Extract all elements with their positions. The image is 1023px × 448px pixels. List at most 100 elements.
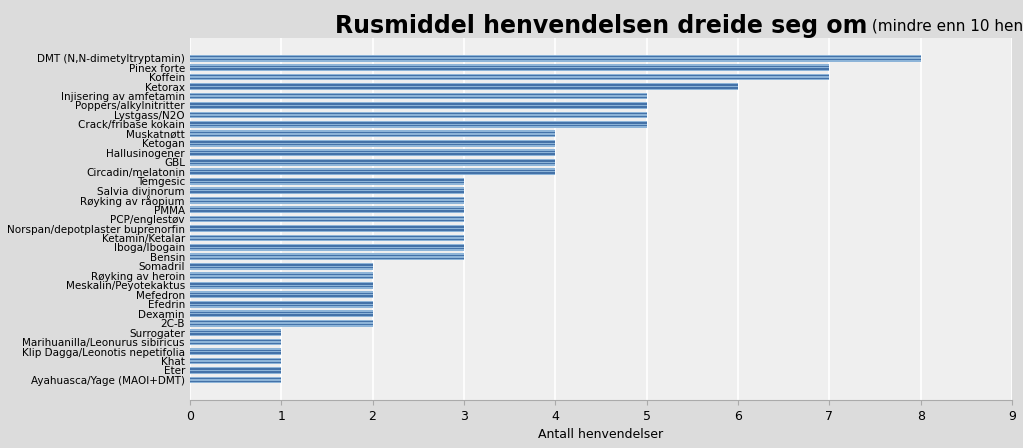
Bar <box>190 339 281 340</box>
Bar <box>190 210 463 211</box>
Bar <box>190 172 555 174</box>
Bar <box>190 95 647 97</box>
Bar <box>190 145 555 147</box>
Bar <box>190 97 647 98</box>
Bar <box>190 226 463 228</box>
Bar <box>190 344 281 345</box>
Bar <box>190 211 463 213</box>
Bar <box>190 316 372 317</box>
Bar <box>190 333 281 335</box>
Bar <box>190 162 555 163</box>
Bar <box>190 358 281 359</box>
Bar <box>190 190 463 191</box>
Bar <box>190 154 555 155</box>
Bar <box>190 199 463 201</box>
Bar <box>190 102 647 103</box>
Bar <box>190 310 372 312</box>
Bar <box>190 248 463 250</box>
Bar <box>190 73 830 75</box>
Bar <box>190 105 647 106</box>
Bar <box>190 256 463 258</box>
Bar <box>190 78 830 79</box>
Bar <box>190 181 463 182</box>
Bar <box>190 351 281 352</box>
Bar <box>190 103 647 105</box>
Bar <box>190 182 463 183</box>
Bar <box>190 221 463 223</box>
Bar <box>190 329 281 331</box>
Bar <box>190 170 555 171</box>
Bar <box>190 379 281 381</box>
Bar <box>190 168 555 170</box>
Bar <box>190 324 372 325</box>
Bar <box>190 258 463 259</box>
Bar <box>190 239 463 240</box>
Bar <box>190 335 281 336</box>
Bar <box>190 144 555 145</box>
Bar <box>190 93 647 94</box>
Bar <box>190 304 372 305</box>
Bar <box>190 191 463 193</box>
Bar <box>190 124 647 125</box>
Bar <box>190 197 463 198</box>
Bar <box>190 60 921 61</box>
Bar <box>190 89 738 90</box>
Bar <box>190 125 647 126</box>
Bar <box>190 155 555 156</box>
Bar <box>190 282 372 283</box>
Bar <box>190 370 281 371</box>
Bar <box>190 183 463 185</box>
Bar <box>190 352 281 353</box>
Bar <box>190 286 372 287</box>
Bar <box>190 266 372 267</box>
Bar <box>190 237 463 239</box>
Bar <box>190 141 555 142</box>
Bar <box>190 368 281 370</box>
Bar <box>190 106 647 108</box>
Bar <box>190 108 647 109</box>
Bar <box>190 59 921 60</box>
Bar <box>190 189 463 190</box>
Bar <box>190 272 372 274</box>
Bar <box>190 179 463 181</box>
Bar <box>190 55 921 56</box>
Bar <box>190 325 372 327</box>
Bar <box>190 314 372 316</box>
Bar <box>190 94 647 95</box>
Bar <box>190 133 555 134</box>
Bar <box>190 174 555 175</box>
Bar <box>190 65 830 67</box>
Bar <box>190 75 830 77</box>
Bar <box>190 359 281 360</box>
Bar <box>190 187 463 189</box>
Bar <box>190 116 647 117</box>
Text: (mindre enn 10 henvendelser): (mindre enn 10 henvendelser) <box>868 18 1023 33</box>
Bar <box>190 376 281 378</box>
Bar <box>190 323 372 324</box>
Bar <box>190 67 830 68</box>
Bar <box>190 113 647 114</box>
Bar <box>190 231 463 232</box>
Bar <box>190 320 372 321</box>
Bar <box>190 360 281 362</box>
Bar <box>190 64 830 65</box>
Bar <box>190 136 555 137</box>
Bar <box>190 79 830 81</box>
Bar <box>190 378 281 379</box>
Bar <box>190 353 281 355</box>
Bar <box>190 313 372 314</box>
Bar <box>190 152 555 154</box>
Bar <box>190 373 281 374</box>
Bar <box>190 294 372 295</box>
Bar <box>190 132 555 133</box>
Bar <box>190 382 281 383</box>
Bar <box>190 229 463 231</box>
Bar <box>190 171 555 172</box>
Bar <box>190 122 647 124</box>
Bar <box>190 86 738 87</box>
X-axis label: Antall henvendelser: Antall henvendelser <box>538 428 664 441</box>
Bar <box>190 305 372 306</box>
Bar <box>190 254 463 255</box>
Bar <box>190 293 372 294</box>
Bar <box>190 198 463 199</box>
